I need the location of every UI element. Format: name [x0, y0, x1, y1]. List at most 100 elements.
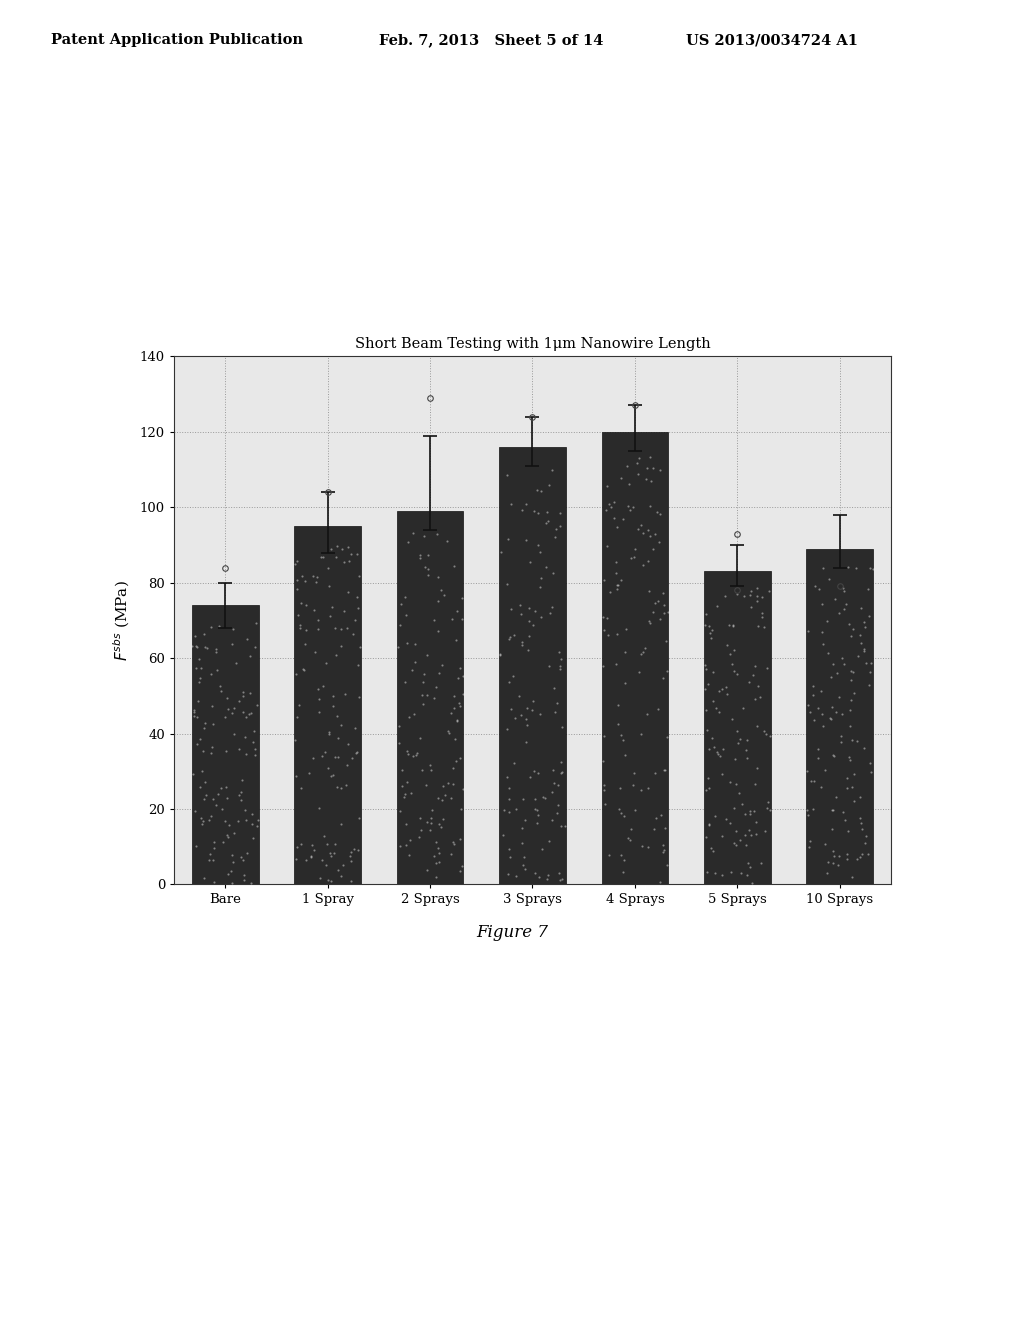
Point: [321, 576, 337, 597]
Point: [333, 714, 349, 735]
Point: [247, 738, 263, 759]
Point: [194, 657, 210, 678]
Point: [697, 615, 714, 636]
Point: [298, 850, 314, 871]
Point: [526, 788, 543, 809]
Point: [615, 849, 632, 870]
Point: [596, 569, 612, 590]
Point: [714, 865, 730, 886]
Point: [339, 616, 355, 638]
Point: [551, 642, 567, 663]
Point: [333, 777, 349, 799]
Point: [609, 694, 626, 715]
Point: [758, 723, 774, 744]
Point: [617, 673, 634, 694]
Point: [398, 632, 415, 653]
Point: [398, 741, 415, 762]
Point: [450, 710, 466, 731]
Point: [623, 548, 639, 569]
Point: [737, 824, 754, 845]
Point: [601, 581, 617, 602]
Point: [659, 854, 676, 875]
Point: [412, 544, 428, 565]
Point: [655, 582, 672, 603]
Point: [202, 843, 218, 865]
Point: [424, 800, 440, 821]
Point: [445, 556, 462, 577]
Point: [863, 652, 880, 673]
Point: [413, 820, 429, 841]
Point: [521, 611, 538, 632]
Point: [625, 775, 641, 796]
Point: [231, 690, 248, 711]
Point: [400, 706, 417, 727]
Point: [247, 744, 263, 766]
Point: [447, 628, 464, 649]
Point: [433, 817, 450, 838]
Point: [451, 668, 467, 689]
Point: [655, 594, 672, 615]
Point: [232, 789, 249, 810]
Point: [553, 751, 569, 772]
Point: [398, 605, 415, 626]
Point: [249, 814, 265, 836]
Point: [641, 610, 657, 631]
Point: [852, 632, 868, 653]
Point: [427, 853, 443, 874]
Point: [547, 701, 563, 722]
Point: [701, 739, 718, 760]
Point: [391, 615, 408, 636]
Point: [513, 634, 529, 655]
Point: [545, 760, 561, 781]
Point: [321, 721, 337, 742]
Point: [739, 853, 756, 874]
Point: [423, 808, 439, 829]
Point: [640, 579, 656, 601]
Title: Short Beam Testing with 1μm Nanowire Length: Short Beam Testing with 1μm Nanowire Len…: [354, 337, 711, 351]
Point: [232, 781, 249, 803]
Point: [333, 866, 349, 887]
Point: [313, 849, 330, 870]
Point: [850, 645, 866, 667]
Point: [717, 586, 733, 607]
Point: [410, 742, 426, 763]
Point: [724, 709, 740, 730]
Point: [845, 661, 861, 682]
Point: [249, 694, 265, 715]
Point: [609, 516, 626, 537]
Point: [440, 723, 457, 744]
Bar: [396, 511, 463, 884]
Point: [412, 548, 428, 569]
Point: [739, 729, 756, 750]
Point: [700, 767, 717, 788]
Point: [836, 581, 852, 602]
Point: [710, 595, 726, 616]
Point: [324, 539, 340, 560]
Point: [750, 591, 766, 612]
Point: [343, 870, 359, 891]
Point: [549, 775, 565, 796]
Point: [754, 602, 770, 623]
Point: [728, 721, 744, 742]
Point: [328, 645, 344, 667]
Point: [451, 693, 467, 714]
Point: [513, 704, 529, 725]
Point: [517, 529, 534, 550]
Point: [864, 558, 881, 579]
Point: [813, 622, 829, 643]
Point: [651, 609, 668, 630]
Point: [335, 854, 351, 875]
Point: [305, 566, 322, 587]
Point: [614, 508, 631, 529]
Point: [705, 841, 721, 862]
Point: [600, 494, 616, 515]
Point: [599, 536, 615, 557]
Point: [834, 704, 850, 725]
Point: [321, 758, 337, 779]
Point: [830, 845, 847, 866]
Point: [835, 577, 851, 598]
Point: [400, 532, 417, 553]
Point: [595, 751, 611, 772]
Point: [220, 826, 237, 847]
Point: [412, 808, 428, 829]
